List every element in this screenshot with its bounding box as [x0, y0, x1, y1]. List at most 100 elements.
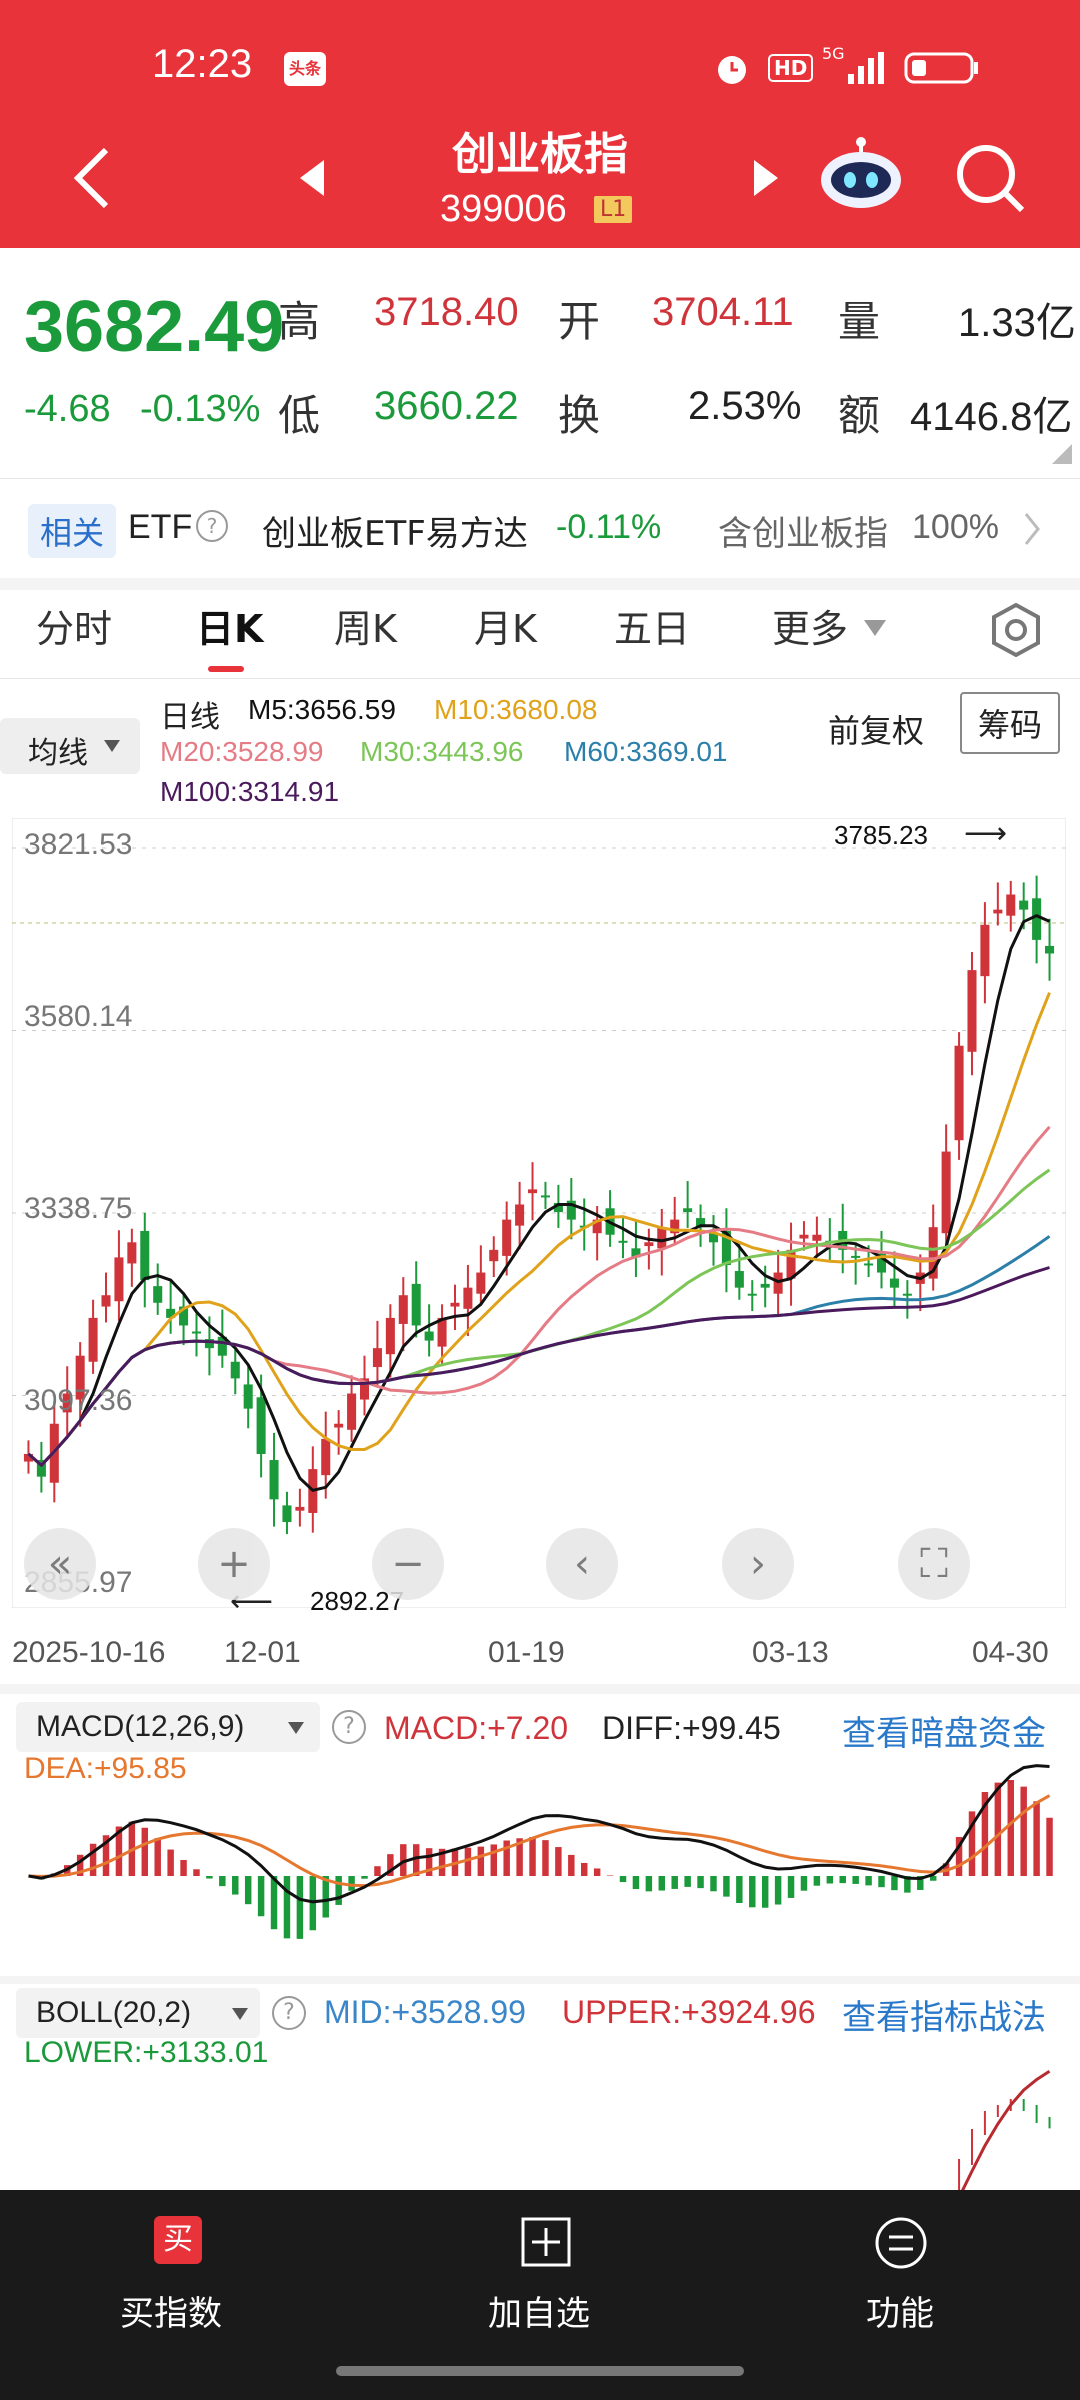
boll-chart[interactable]: [12, 2040, 1066, 2190]
candle-body: [515, 1204, 525, 1226]
add-square-icon: [521, 2217, 571, 2267]
amount-label: 额: [838, 391, 881, 440]
dea-value: DEA:+95.85: [24, 1752, 187, 1785]
divider: [0, 478, 1080, 479]
macd-selector[interactable]: MACD(12,26,9): [16, 1702, 320, 1752]
candle-body: [747, 1293, 757, 1296]
candle-body: [592, 1219, 602, 1234]
candle-body: [75, 1355, 85, 1400]
ma10-value: M10:3680.08: [434, 694, 598, 725]
candle-body: [786, 1249, 796, 1279]
price-change-pct: -0.13%: [140, 388, 261, 430]
y-tick-3: 3338.75: [24, 1192, 133, 1225]
prev-stock-icon[interactable]: [298, 158, 328, 198]
last-price: 3682.49: [24, 287, 285, 367]
menu-circle-icon: [875, 2217, 927, 2269]
stock-code: 399006: [440, 188, 567, 230]
candle-body: [204, 1339, 214, 1349]
candle-body: [696, 1218, 706, 1228]
help-icon[interactable]: ?: [272, 1996, 306, 2030]
help-icon[interactable]: ?: [196, 510, 228, 542]
candle-body: [101, 1295, 111, 1307]
scroll-fast-left-button[interactable]: «: [24, 1528, 96, 1600]
stock-title: 创业板指: [452, 129, 628, 180]
x-tick-3: 01-19: [488, 1636, 565, 1669]
kline-chart[interactable]: [12, 818, 1066, 1608]
back-icon[interactable]: [70, 146, 114, 210]
candle-body: [243, 1384, 253, 1409]
next-stock-icon[interactable]: [750, 158, 780, 198]
dea-line: [28, 1794, 1051, 1888]
chevron-right-icon: [1024, 513, 1040, 545]
boll-selector[interactable]: BOLL(20,2): [16, 1988, 260, 2038]
turnover-label: 换: [558, 391, 601, 440]
ma-selector[interactable]: 均线: [0, 718, 140, 774]
candle-body: [1006, 894, 1016, 916]
tab-monthly-k[interactable]: 月K: [474, 607, 537, 651]
settings-hexagon-icon[interactable]: [988, 602, 1044, 658]
candle-body: [618, 1240, 628, 1243]
max-arrow: ⟶: [964, 816, 1008, 851]
zoom-out-button[interactable]: −: [372, 1528, 444, 1600]
candle-body: [1032, 898, 1042, 940]
diff-line: [28, 1764, 1050, 1904]
robot-assistant-icon[interactable]: [816, 134, 906, 214]
candle-body: [864, 1263, 874, 1266]
etf-change: -0.11%: [556, 508, 662, 546]
candle-body: [437, 1317, 447, 1347]
volume-value: 1.33亿: [958, 301, 1076, 345]
candle-body: [876, 1253, 887, 1273]
related-etf-row[interactable]: 相关 ETF ? 创业板ETF易方达 -0.11% 含创业板指 100%: [0, 480, 1080, 580]
x-tick-2: 12-01: [224, 1636, 301, 1669]
etf-weight: 100%: [912, 508, 999, 546]
dropdown-icon: [232, 2008, 248, 2020]
expand-corner-icon[interactable]: [1052, 444, 1072, 464]
indicator-strategy-link[interactable]: 查看指标战法: [842, 1998, 1046, 2038]
candle-body: [657, 1227, 667, 1249]
candle-body: [476, 1272, 486, 1294]
section-gap: [0, 1976, 1080, 1984]
candle-body: [114, 1257, 124, 1302]
candle-body: [553, 1202, 563, 1213]
candle-body: [721, 1230, 731, 1265]
help-icon[interactable]: ?: [332, 1710, 366, 1744]
add-watchlist-button[interactable]: 加自选: [486, 2216, 606, 2346]
buy-index-button[interactable]: 买 买指数: [120, 2216, 240, 2346]
level-badge: L1: [594, 196, 633, 223]
candle-body: [321, 1438, 331, 1476]
dark-pool-link[interactable]: 查看暗盘资金: [842, 1714, 1046, 1754]
adjust-mode[interactable]: 前复权: [828, 712, 925, 750]
line-type: 日线: [160, 700, 220, 735]
ma100-value: M100:3314.91: [160, 776, 340, 807]
tab-more[interactable]: 更多: [772, 607, 849, 651]
buy-index-label: 买指数: [120, 2294, 222, 2334]
active-tab-indicator: [208, 666, 244, 672]
candle-body: [153, 1286, 163, 1303]
high-value: 3718.40: [374, 290, 519, 334]
signal-label: 5G: [822, 44, 845, 63]
top-header: 12:23 头条 HD 5G 创业板指 399006 L1: [0, 0, 1080, 248]
function-button[interactable]: 功能: [860, 2216, 960, 2346]
candle-body: [424, 1331, 434, 1341]
toutiao-badge: 头条: [284, 52, 326, 86]
tab-five-day[interactable]: 五日: [614, 607, 691, 651]
tab-fenshi[interactable]: 分时: [36, 607, 113, 651]
search-icon[interactable]: [954, 142, 1026, 214]
dropdown-icon: [288, 1722, 304, 1734]
tab-daily-k[interactable]: 日K: [196, 607, 264, 651]
volume-label: 量: [838, 297, 881, 346]
boll-upper: UPPER:+3924.96: [562, 1994, 816, 2030]
high-label: 高: [278, 297, 321, 346]
etf-contains: 含创业板指: [718, 514, 888, 554]
scroll-right-button[interactable]: ›: [722, 1528, 794, 1600]
scroll-left-button[interactable]: ‹: [546, 1528, 618, 1600]
tab-weekly-k[interactable]: 周K: [334, 607, 397, 651]
ma100-line: [27, 1266, 1050, 1468]
chips-button[interactable]: 筹码: [960, 692, 1061, 754]
low-value: 3660.22: [374, 384, 519, 428]
candle-body: [941, 1151, 951, 1234]
zoom-in-button[interactable]: +: [198, 1528, 270, 1600]
ma20-value: M20:3528.99: [160, 736, 324, 767]
macd-chart[interactable]: [12, 1746, 1066, 1976]
fullscreen-button[interactable]: ⛶: [898, 1528, 970, 1600]
